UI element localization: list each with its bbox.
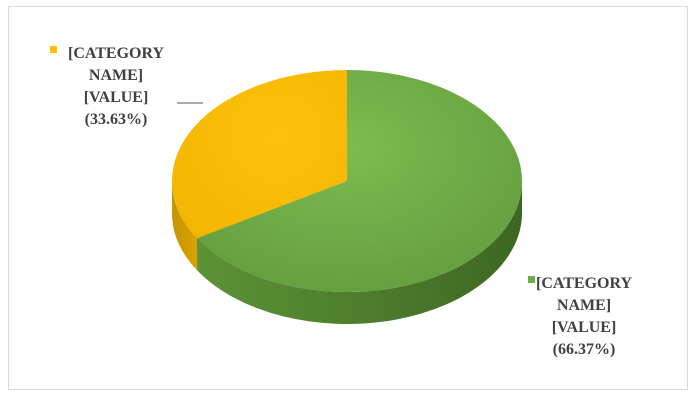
pie-slice-1	[197, 70, 522, 293]
pie-slice-side-0	[172, 181, 198, 271]
pie-slice-0	[171, 70, 347, 239]
data-label-0: [CATEGORY NAME] [VALUE] (33.63%)	[68, 45, 164, 128]
pie-slice-side-1	[197, 181, 522, 325]
label-marker-0	[50, 46, 57, 53]
data-label-1: [CATEGORY NAME] [VALUE] (66.37%)	[536, 275, 632, 358]
label-marker-1	[528, 276, 535, 283]
